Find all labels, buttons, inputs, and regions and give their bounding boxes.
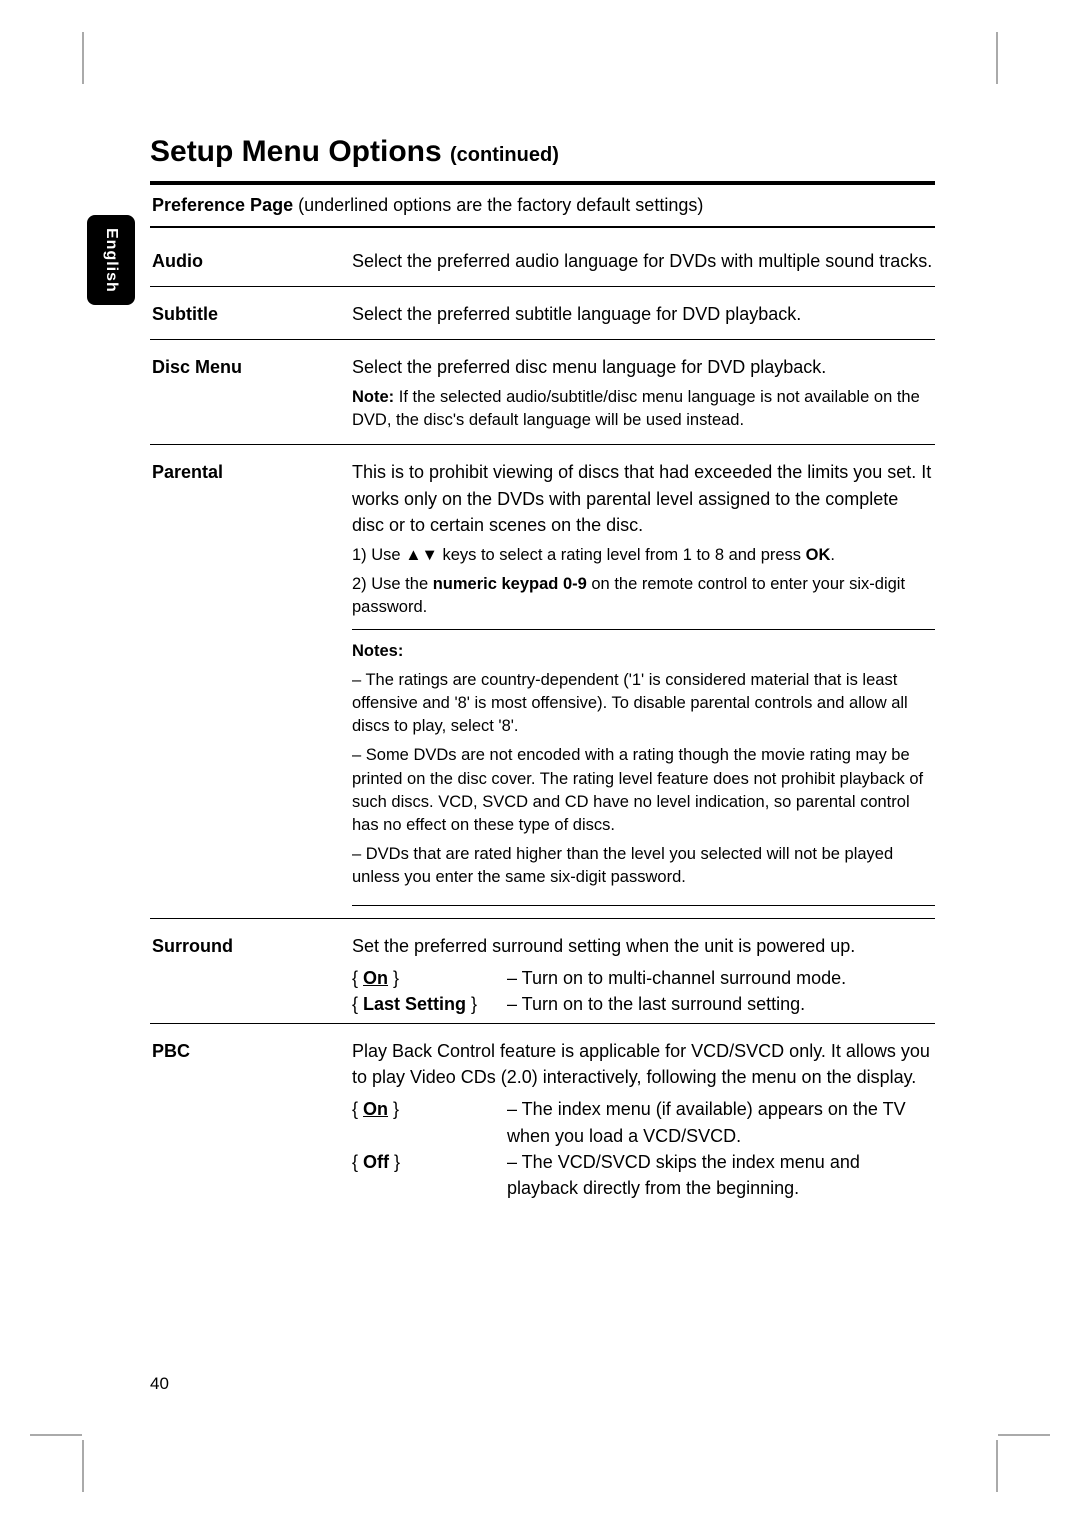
section-title: Preference Page: [152, 195, 293, 215]
note-item: – The ratings are country-dependent ('1'…: [352, 669, 935, 738]
options-list: Audio Select the preferred audio languag…: [150, 234, 935, 1207]
option-row-audio: Audio Select the preferred audio languag…: [150, 234, 935, 286]
option-row-discmenu: Disc Menu Select the preferred disc menu…: [150, 339, 935, 444]
option-desc: Select the preferred disc menu language …: [352, 354, 935, 438]
option-label: Subtitle: [152, 301, 352, 333]
crop-mark: [82, 32, 84, 84]
option-value-line: { Last Setting } – Turn on to the last s…: [352, 991, 935, 1017]
option-value-line: { On } – The index menu (if available) a…: [352, 1096, 935, 1148]
crop-mark: [998, 1434, 1050, 1436]
note-item: – DVDs that are rated higher than the le…: [352, 843, 935, 889]
option-label: Surround: [152, 933, 352, 1017]
page-title: Setup Menu Options (continued): [150, 135, 935, 169]
step-line: 1) Use ▲▼ keys to select a rating level …: [352, 544, 935, 567]
step1-post: .: [830, 546, 835, 564]
option-label: Disc Menu: [152, 354, 352, 438]
option-value-desc: – The VCD/SVCD skips the index menu and …: [507, 1149, 935, 1201]
option-desc: Play Back Control feature is applicable …: [352, 1038, 935, 1201]
note-line: Note: If the selected audio/subtitle/dis…: [352, 386, 935, 432]
option-key: { On }: [352, 1096, 507, 1148]
desc-text: Play Back Control feature is applicable …: [352, 1038, 935, 1090]
step1-pre: 1) Use: [352, 546, 405, 564]
title-continued: (continued): [450, 144, 559, 166]
note-item: – Some DVDs are not encoded with a ratin…: [352, 744, 935, 836]
option-value-desc: – Turn on to multi-channel surround mode…: [507, 965, 846, 991]
notes-block: Notes: – The ratings are country-depende…: [352, 629, 935, 906]
language-tab: English: [87, 215, 135, 305]
option-value-desc: – The index menu (if available) appears …: [507, 1096, 935, 1148]
note-text: If the selected audio/subtitle/disc menu…: [352, 388, 920, 429]
option-label: Audio: [152, 248, 352, 280]
option-desc: This is to prohibit viewing of discs tha…: [352, 459, 935, 912]
option-value-line: { Off } – The VCD/SVCD skips the index m…: [352, 1149, 935, 1201]
desc-text: Set the preferred surround setting when …: [352, 933, 935, 959]
option-value-desc: – Turn on to the last surround setting.: [507, 991, 805, 1017]
option-desc: Set the preferred surround setting when …: [352, 933, 935, 1017]
desc-text: Select the preferred subtitle language f…: [352, 301, 935, 327]
desc-text: This is to prohibit viewing of discs tha…: [352, 459, 935, 537]
option-key: { On }: [352, 965, 507, 991]
on-key: On: [363, 968, 388, 988]
desc-text: Select the preferred disc menu language …: [352, 354, 935, 380]
title-main: Setup Menu Options: [150, 135, 442, 168]
option-label: Parental: [152, 459, 352, 912]
rule: [150, 226, 935, 228]
on-key: On: [363, 1099, 388, 1119]
option-value-line: { On } – Turn on to multi-channel surrou…: [352, 965, 935, 991]
page-number: 40: [150, 1374, 169, 1394]
option-key: { Last Setting }: [352, 991, 507, 1017]
crop-mark: [30, 1434, 82, 1436]
option-desc: Select the preferred audio language for …: [352, 248, 935, 280]
crop-mark: [82, 1440, 84, 1492]
option-desc: Select the preferred subtitle language f…: [352, 301, 935, 333]
page-content: Setup Menu Options (continued) Preferenc…: [150, 135, 935, 1207]
option-row-surround: Surround Set the preferred surround sett…: [150, 918, 935, 1023]
notes-head: Notes:: [352, 640, 935, 663]
section-header: Preference Page (underlined options are …: [150, 185, 935, 226]
step2-pre: 2) Use the: [352, 575, 433, 593]
step1-mid: keys to select a rating level from 1 to …: [438, 546, 806, 564]
off-key: Off: [363, 1152, 389, 1172]
crop-mark: [996, 32, 998, 84]
crop-mark: [996, 1440, 998, 1492]
desc-text: Select the preferred audio language for …: [352, 248, 935, 274]
language-label: English: [102, 228, 120, 293]
step-line: 2) Use the numeric keypad 0-9 on the rem…: [352, 573, 935, 619]
option-row-parental: Parental This is to prohibit viewing of …: [150, 444, 935, 918]
option-row-pbc: PBC Play Back Control feature is applica…: [150, 1023, 935, 1207]
option-row-subtitle: Subtitle Select the preferred subtitle l…: [150, 286, 935, 339]
step2-b: numeric keypad 0-9: [433, 575, 587, 593]
section-subtitle: (underlined options are the factory defa…: [293, 195, 703, 215]
last-key: Last Setting: [363, 994, 466, 1014]
up-down-icon: ▲▼: [405, 546, 438, 564]
note-label: Note:: [352, 388, 394, 406]
ok-key: OK: [806, 546, 831, 564]
option-key: { Off }: [352, 1149, 507, 1201]
option-label: PBC: [152, 1038, 352, 1201]
